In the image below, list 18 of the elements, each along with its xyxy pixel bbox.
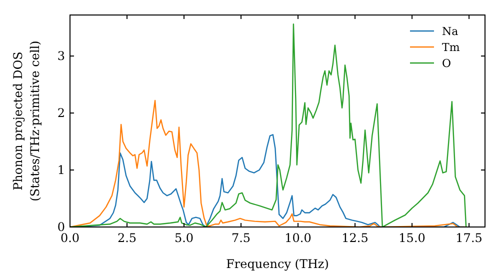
x-axis-title: Frequency (THz) (226, 257, 329, 271)
legend-label: Tm (442, 41, 460, 54)
y-tick-label: 3 (57, 49, 65, 64)
line-series (70, 24, 467, 227)
x-tick-label: 10.0 (284, 231, 312, 245)
y-tick-label: 2 (57, 106, 65, 120)
y-axis-title: Phonon projected DOS (States/THz·primitive cell) (11, 40, 42, 202)
x-tick-label: 17.5 (456, 231, 482, 245)
legend-label: Na (442, 25, 459, 38)
y-tick-label: 1 (57, 163, 65, 178)
x-tick-label: 0.0 (60, 231, 80, 245)
x-tick-label: 12.5 (342, 231, 368, 245)
x-tick-label: 2.5 (117, 231, 137, 245)
y-tick-label: 0 (57, 220, 65, 234)
x-tick-label: 7.5 (231, 231, 251, 245)
x-tick-label: 5.0 (174, 231, 194, 245)
legend-label: O (442, 57, 452, 70)
x-tick-label: 15.0 (398, 231, 426, 245)
